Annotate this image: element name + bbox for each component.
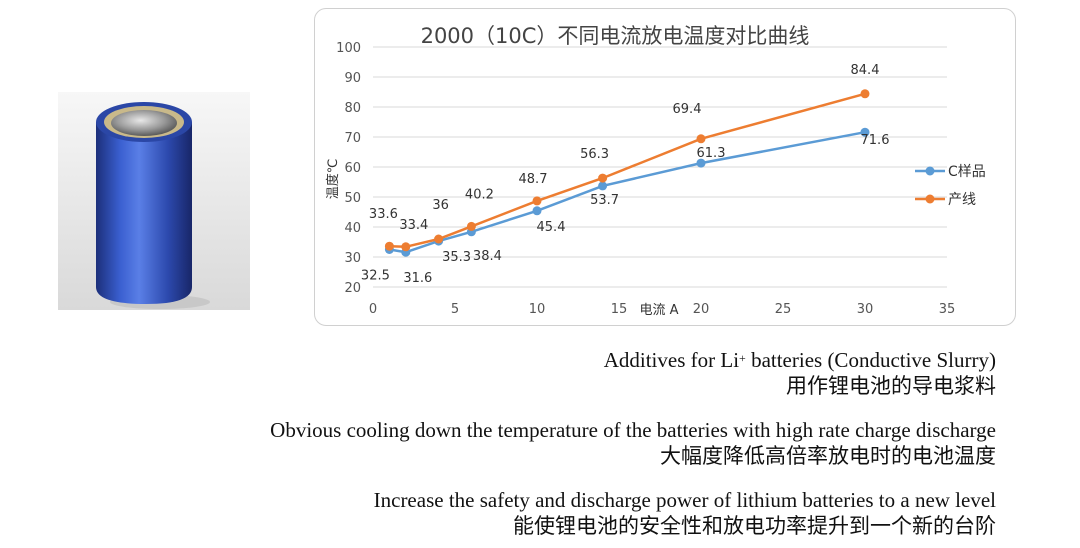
- data-label: 56.3: [580, 147, 609, 162]
- caption-2-english: Obvious cooling down the temperature of …: [270, 418, 996, 442]
- data-label: 61.3: [697, 146, 726, 161]
- y-tick-label: 90: [344, 71, 361, 86]
- caption-3-english: Increase the safety and discharge power …: [373, 488, 996, 512]
- caption-1-text-end: batteries (Conductive Slurry): [745, 348, 996, 372]
- y-tick-label: 40: [344, 221, 361, 236]
- data-point: [598, 181, 608, 191]
- x-axis-label: 电流 A: [639, 303, 678, 318]
- data-point: [466, 221, 476, 231]
- battery-image: [58, 92, 250, 310]
- legend-label: 产线: [948, 192, 976, 208]
- x-tick-label: 5: [451, 302, 459, 317]
- data-point: [384, 241, 394, 251]
- caption-1-superscript: +: [739, 351, 746, 365]
- data-label: 33.6: [369, 207, 398, 222]
- data-label: 48.7: [519, 172, 548, 187]
- caption-2-chinese: 大幅度降低高倍率放电时的电池温度: [660, 444, 996, 468]
- caption-conductive-slurry: Additives for Li+ batteries (Conductive …: [604, 347, 996, 399]
- y-tick-label: 50: [344, 191, 361, 206]
- y-tick-label: 20: [344, 281, 361, 296]
- x-tick-label: 25: [775, 302, 792, 317]
- legend-swatch-marker: [925, 194, 935, 204]
- temperature-line-chart: 2000（10C）不同电流放电温度对比曲线 203040506070809010…: [325, 24, 986, 318]
- y-tick-label: 80: [344, 101, 361, 116]
- x-tick-label: 20: [693, 302, 710, 317]
- data-point: [696, 158, 706, 168]
- x-tick-label: 0: [369, 302, 377, 317]
- series-lines: [384, 89, 870, 257]
- data-label: 71.6: [861, 133, 890, 148]
- battery-photo: [58, 92, 250, 310]
- data-label: 40.2: [465, 187, 494, 202]
- y-tick-label: 70: [344, 131, 361, 146]
- legend-swatch-marker: [925, 166, 935, 176]
- x-tick-label: 30: [857, 302, 874, 317]
- data-label: 38.4: [473, 249, 502, 264]
- data-point: [860, 89, 870, 99]
- chart-panel: 2000（10C）不同电流放电温度对比曲线 20 30 40 50 60 70 80 90 10…: [314, 8, 1016, 326]
- caption-1-english: Additives for Li+ batteries (Conductive …: [604, 347, 996, 373]
- data-point: [696, 134, 706, 144]
- data-label: 53.7: [590, 193, 619, 208]
- caption-1-chinese: 用作锂电池的导电浆料: [786, 374, 996, 398]
- data-labels: 32.5 31.6 35.3 38.4 45.4 53.7 61.3 71.6 33.633.4…: [361, 63, 890, 286]
- data-label: 31.6: [403, 271, 432, 286]
- data-point: [598, 173, 608, 183]
- x-tick-label: 15: [611, 302, 628, 317]
- y-tick-label: 30: [344, 251, 361, 266]
- caption-safety-power: Increase the safety and discharge power …: [374, 487, 996, 539]
- x-tick-labels: 0 5 10 15 20 25 30 35: [369, 302, 955, 317]
- data-label: 36: [432, 198, 449, 213]
- data-point: [532, 206, 542, 216]
- data-label: 35.3: [442, 250, 471, 265]
- y-tick-label: 60: [344, 161, 361, 176]
- series-line-1: [389, 92, 866, 249]
- y-axis-label: 温度℃: [325, 159, 341, 200]
- data-label: 33.4: [399, 218, 428, 233]
- x-tick-label: 35: [939, 302, 956, 317]
- data-point: [401, 242, 411, 252]
- data-label: 32.5: [361, 269, 390, 284]
- series-line-0: [389, 130, 866, 254]
- caption-cooling: Obvious cooling down the temperature of …: [270, 417, 996, 469]
- legend-label: C样品: [948, 164, 986, 180]
- chart-title: 2000（10C）不同电流放电温度对比曲线: [421, 24, 810, 48]
- y-tick-labels: 20 30 40 50 60 70 80 90 100: [336, 41, 361, 296]
- data-label: 69.4: [673, 102, 702, 117]
- y-tick-label: 100: [336, 41, 361, 56]
- data-point: [532, 196, 542, 206]
- x-tick-label: 10: [529, 302, 546, 317]
- data-point: [434, 234, 444, 244]
- data-point: [860, 127, 870, 137]
- data-label: 84.4: [851, 63, 880, 78]
- data-label: 45.4: [537, 220, 566, 235]
- caption-1-text: Additives for Li: [603, 348, 740, 372]
- caption-3-chinese: 能使锂电池的安全性和放电功率提升到一个新的台阶: [513, 514, 996, 538]
